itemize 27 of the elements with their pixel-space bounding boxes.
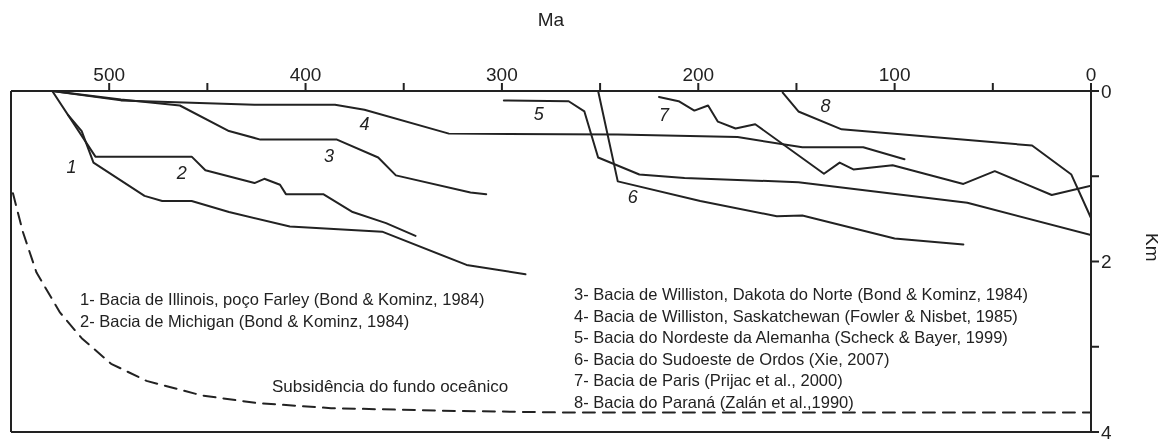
- y-tick-label: 2: [1101, 251, 1112, 273]
- x-tick-label: 300: [486, 64, 518, 85]
- annotation: 8- Bacia do Paraná (Zalán et al.,1990): [574, 391, 855, 413]
- series-label: 5: [533, 104, 545, 125]
- series-label: 7: [658, 104, 670, 125]
- x-axis-title: Ma: [537, 9, 565, 31]
- x-tick-label: 100: [878, 64, 911, 85]
- annotation: 6- Bacia do Sudoeste de Ordos (Xie, 2007): [574, 348, 891, 370]
- annotation: 3- Bacia de Williston, Dakota do Norte (Bond & Kominz, 1984): [574, 284, 1028, 305]
- series-label: Subsidência do fundo oceânico: [271, 377, 509, 397]
- annotation: 5- Bacia do Nordeste da Alemanha (Scheck & Bayer, 1999): [574, 327, 1009, 348]
- series-label: 4: [359, 113, 370, 134]
- annotation: 4- Bacia de Williston, Saskatchewan (Fowler & Nisbet, 1985): [574, 305, 1019, 327]
- annotation: 1- Bacia de Illinois, poço Farley (Bond & Kominz, 1984): [80, 289, 485, 310]
- series-label: 6: [627, 187, 639, 208]
- series-label: 2: [175, 162, 187, 183]
- series-label: 3: [323, 145, 334, 166]
- series-label: 1: [66, 156, 77, 177]
- x-tick-label: 200: [682, 64, 715, 85]
- y-tick-label: 4: [1101, 421, 1112, 443]
- x-tick-label: 500: [93, 64, 126, 85]
- x-tick-label: 0: [1085, 64, 1097, 85]
- x-tick-label: 400: [289, 64, 322, 85]
- y-tick-label: 0: [1101, 80, 1112, 102]
- annotation: 7- Bacia de Paris (Prijac et al., 2000): [574, 370, 844, 391]
- annotation: 2- Bacia de Michigan (Bond & Kominz, 1984): [80, 311, 411, 332]
- series-label: 8: [820, 96, 831, 117]
